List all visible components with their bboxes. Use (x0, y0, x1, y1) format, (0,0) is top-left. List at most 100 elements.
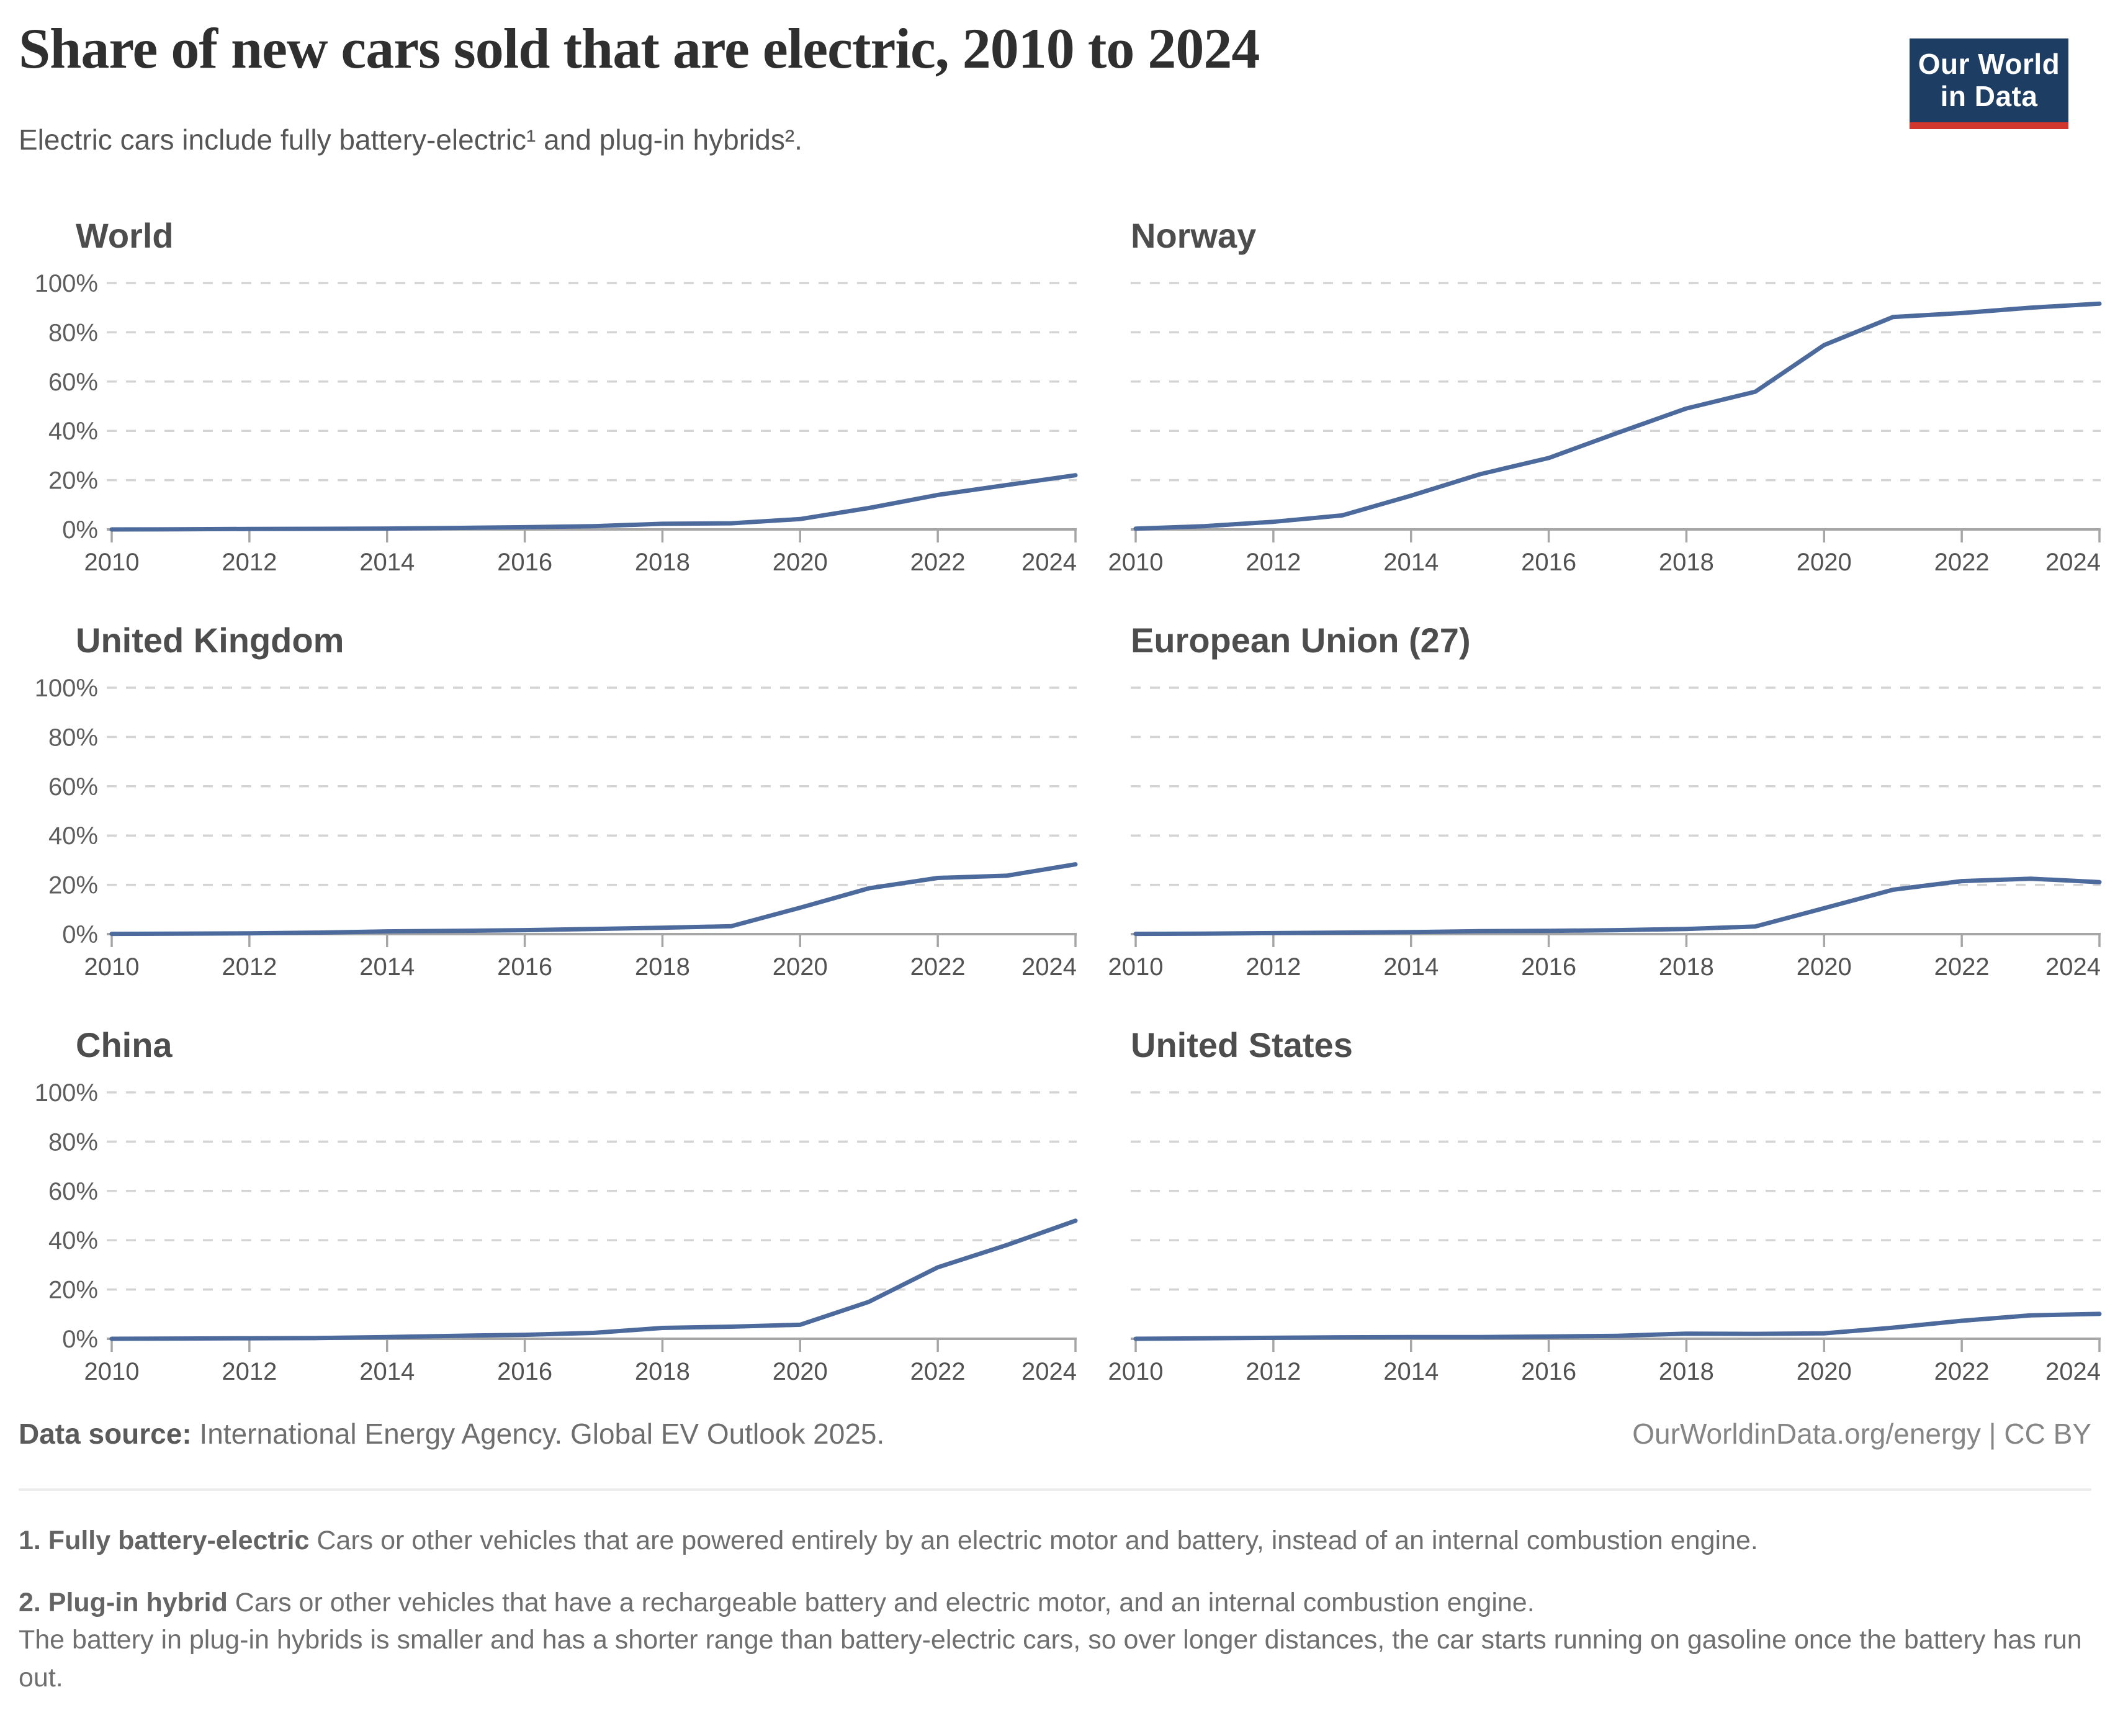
x-tick-label: 2020 (773, 1358, 828, 1385)
x-tick-label: 2016 (497, 549, 552, 576)
y-tick-label: 100% (35, 270, 98, 297)
x-tick-label: 2018 (635, 953, 690, 981)
data-line (109, 473, 1078, 532)
y-tick-label: 80% (48, 1128, 98, 1156)
x-tick-label: 2012 (1246, 1358, 1301, 1385)
x-tick-label: 2012 (1246, 953, 1301, 981)
data-source: Data source: International Energy Agency… (19, 1417, 884, 1450)
data-source-value: International Energy Agency. Global EV O… (191, 1418, 885, 1450)
x-tick-label: 2022 (910, 953, 966, 981)
page-subtitle: Electric cars include fully battery-elec… (19, 124, 802, 156)
x-tick-label: 2016 (1521, 1358, 1576, 1385)
owid-logo: Our World in Data (1910, 38, 2068, 129)
divider (19, 1488, 2091, 1491)
y-tick-label: 100% (35, 675, 98, 702)
line-chart-european-union: 2010 2012 2014 2016 2018 2020 2022 2024 (1108, 686, 2102, 981)
panel-title: World (76, 216, 174, 255)
panel-european-union: European Union (27) 2010 2012 2014 2016 2018… (1108, 621, 2107, 996)
x-tick-label: 2018 (1659, 953, 1714, 981)
footer: Data source: International Energy Agency… (19, 1417, 2091, 1450)
panel-title: China (76, 1025, 173, 1064)
data-line (1133, 876, 2102, 937)
x-tick-label: 2024 (2045, 549, 2101, 576)
x-tick-label: 2012 (222, 1358, 277, 1385)
y-tick-label: 0% (62, 921, 98, 948)
footnote-2-text2: The battery in plug-in hybrids is smalle… (19, 1625, 2082, 1693)
x-tick-label: 2014 (359, 953, 415, 981)
footnote-2: 2. Plug-in hybrid Cars or other vehicles… (19, 1584, 2091, 1696)
data-line (1133, 301, 2102, 531)
line-chart-china: 0% 20% 40% 60% 80% 100% 2010 2012 2014 2016 2018 20… (35, 1079, 1078, 1385)
panel-china: China 0% 20% 40% 60% 80% 100% 2010 2012 2014 2016… (19, 1028, 1083, 1400)
y-tick-label: 80% (48, 319, 98, 346)
y-tick-label: 80% (48, 724, 98, 751)
footnote-1: 1. Fully battery-electric Cars or other … (19, 1522, 2091, 1559)
line-chart-world: 0% 20% 40% 60% 80% 100% 2010 2012 2014 2016 2018 20… (35, 270, 1078, 576)
x-tick-label: 2022 (910, 549, 966, 576)
x-tick-label: 2022 (1934, 549, 1990, 576)
x-tick-label: 2020 (773, 953, 828, 981)
y-tick-label: 0% (62, 1326, 98, 1353)
x-tick-label: 2024 (1021, 953, 1077, 981)
y-tick-label: 20% (48, 872, 98, 899)
x-tick-label: 2022 (1934, 953, 1990, 981)
x-tick-label: 2010 (84, 953, 140, 981)
panel-united-states: United States 2010 2012 2014 2016 2018 2020 20… (1108, 1025, 2107, 1400)
footnote-2-lead: 2. Plug-in hybrid (19, 1588, 228, 1618)
x-tick-label: 2020 (1797, 953, 1852, 981)
panel-united-kingdom: United Kingdom 0% 20% 40% 60% 80% 100% 2010 201… (19, 623, 1083, 996)
line-chart-norway: 2010 2012 2014 2016 2018 2020 2022 2024 (1108, 282, 2102, 576)
panel-title: United States (1131, 1025, 1353, 1064)
x-tick-label: 2010 (1108, 1358, 1164, 1385)
footnote-1-text: Cars or other vehicles that are powered … (309, 1526, 1758, 1555)
data-line (109, 1218, 1078, 1341)
footnote-1-lead: 1. Fully battery-electric (19, 1526, 310, 1555)
x-tick-label: 2012 (222, 549, 277, 576)
x-tick-label: 2016 (497, 953, 552, 981)
y-tick-label: 0% (62, 516, 98, 544)
page-title: Share of new cars sold that are electric… (19, 17, 1260, 80)
x-tick-label: 2018 (1659, 1358, 1714, 1385)
x-tick-label: 2010 (84, 549, 140, 576)
x-tick-label: 2012 (222, 953, 277, 981)
x-tick-label: 2020 (1797, 1358, 1852, 1385)
y-tick-label: 60% (48, 773, 98, 801)
data-line (109, 862, 1078, 937)
x-tick-label: 2014 (1383, 1358, 1439, 1385)
x-tick-label: 2012 (1246, 549, 1301, 576)
panel-world: World 0% 20% 40% 60% 80% 100% 2010 2012 2014 2016… (19, 218, 1083, 591)
line-chart-united-kingdom: 0% 20% 40% 60% 80% 100% 2010 2012 2014 2016 2018 20… (35, 675, 1078, 981)
y-tick-label: 20% (48, 1277, 98, 1304)
x-tick-label: 2018 (635, 1358, 690, 1385)
x-tick-label: 2010 (1108, 953, 1164, 981)
panel-title: European Union (27) (1131, 621, 1471, 660)
x-tick-label: 2018 (635, 549, 690, 576)
x-tick-label: 2020 (1797, 549, 1852, 576)
x-tick-label: 2016 (1521, 953, 1576, 981)
x-tick-label: 2016 (1521, 549, 1576, 576)
y-tick-label: 60% (48, 1178, 98, 1205)
footnotes: 1. Fully battery-electric Cars or other … (19, 1522, 2091, 1721)
x-tick-label: 2022 (910, 1358, 966, 1385)
y-tick-label: 20% (48, 467, 98, 495)
y-tick-label: 40% (48, 418, 98, 445)
data-source-label: Data source: (19, 1418, 192, 1450)
x-tick-label: 2014 (359, 1358, 415, 1385)
x-tick-label: 2024 (2045, 1358, 2101, 1385)
license-link[interactable]: OurWorldinData.org/energy | CC BY (1632, 1418, 2091, 1450)
x-tick-label: 2018 (1659, 549, 1714, 576)
x-tick-label: 2022 (1934, 1358, 1990, 1385)
x-tick-label: 2024 (1021, 1358, 1077, 1385)
panel-title: United Kingdom (76, 621, 344, 660)
x-tick-label: 2024 (1021, 549, 1077, 576)
x-tick-label: 2014 (359, 549, 415, 576)
y-tick-label: 40% (48, 822, 98, 850)
owid-logo-line2: in Data (1940, 79, 2038, 112)
x-tick-label: 2014 (1383, 953, 1439, 981)
data-line (1133, 1311, 2102, 1341)
y-tick-label: 60% (48, 369, 98, 396)
x-tick-label: 2010 (1108, 549, 1164, 576)
owid-logo-line1: Our World (1918, 47, 2060, 80)
footnote-2-text: Cars or other vehicles that have a recha… (227, 1588, 1535, 1618)
panel-norway: Norway 2010 2012 2014 2016 2018 2020 2022 2024 (1108, 218, 2107, 591)
